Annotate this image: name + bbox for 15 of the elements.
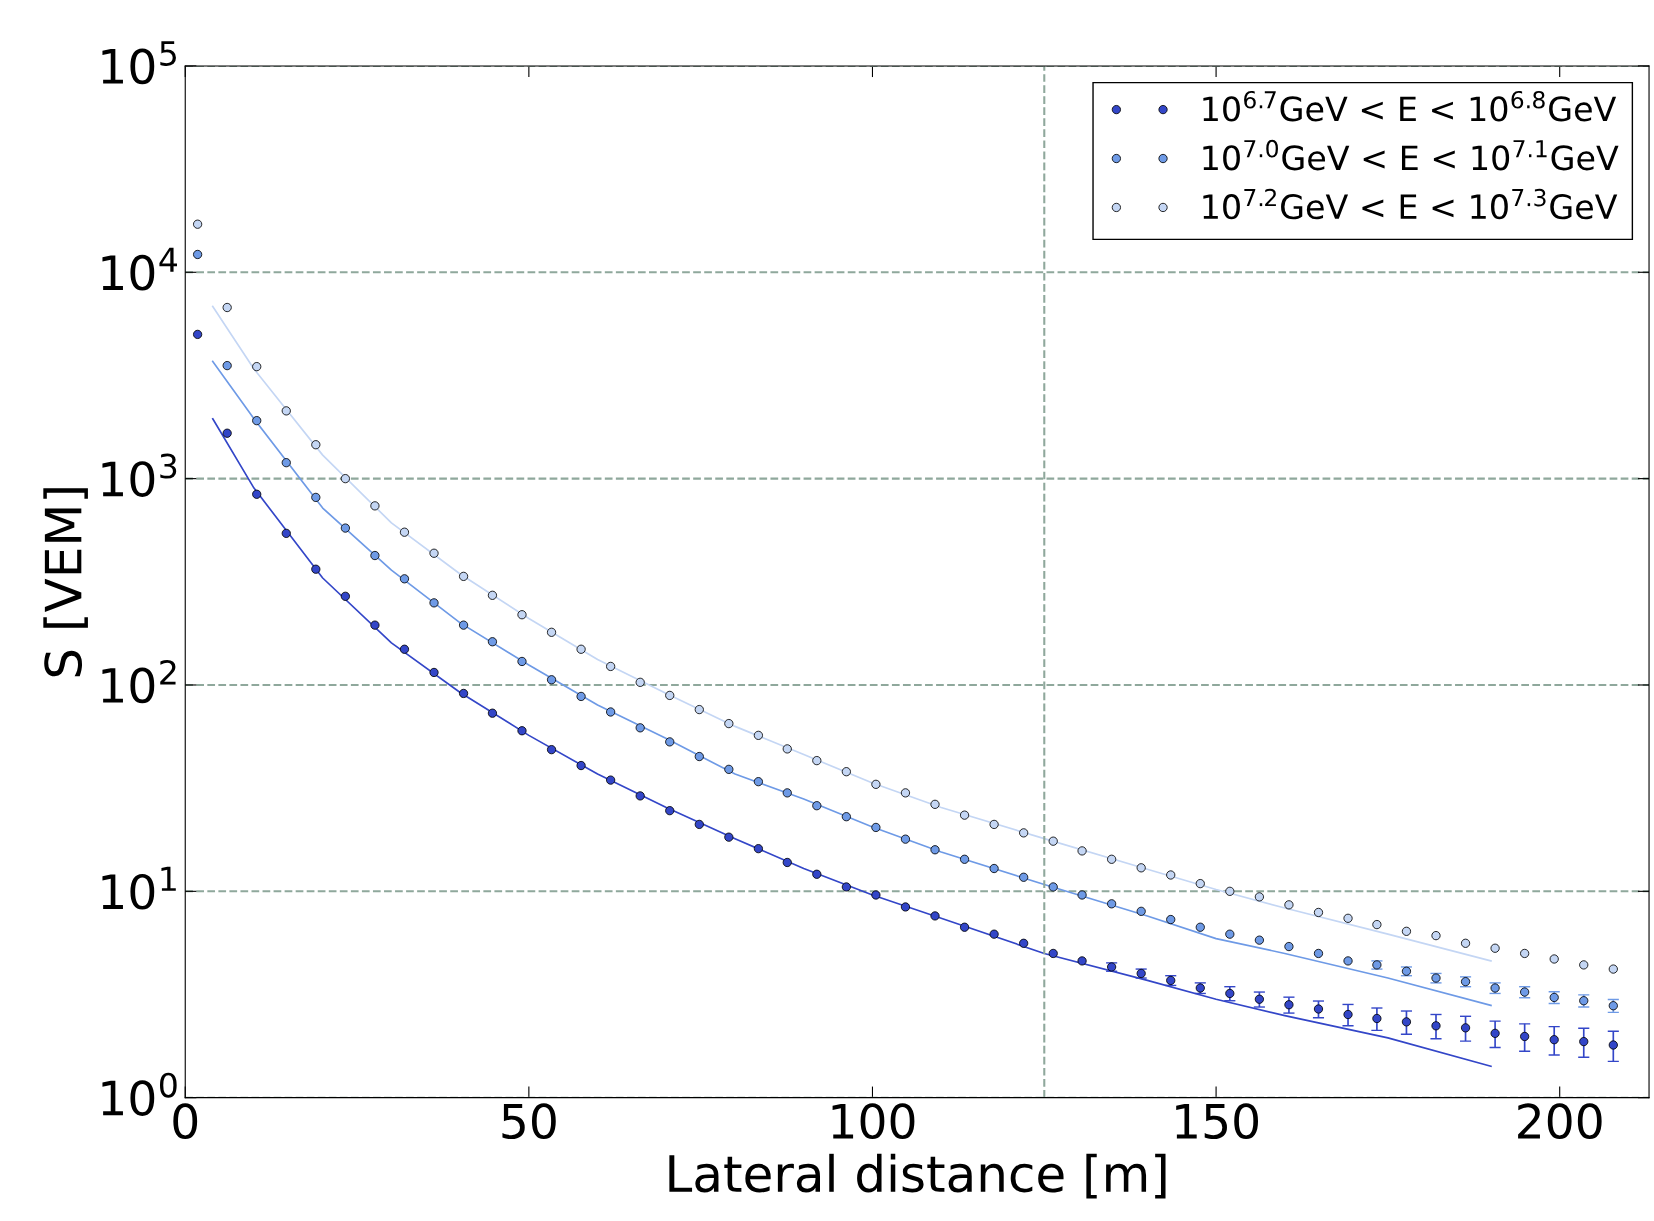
x-axis-title: Lateral distance [m] [669,1153,1166,1199]
y-axis-title: S [VEM] [43,488,88,677]
x-tick-label: 150 [1176,1103,1259,1140]
y-tick-label: 10$^{1}$ [102,866,176,910]
y-tick-label: 10$^{2}$ [102,659,176,704]
x-tick-label: 50 [502,1103,556,1140]
y-tick-label: 10$^{3}$ [102,453,177,497]
line-series [211,417,1492,1068]
legend-label: 10$^{6.7}$GeV < E < 10$^{6.8}$GeV [1203,90,1617,122]
x-tick-label: 100 [832,1103,915,1140]
legend-label: 10$^{7.0}$GeV < E < 10$^{7.1}$GeV [1203,139,1619,171]
y-tick-label: 10$^{4}$ [102,247,177,291]
y-tick-label: 10$^{5}$ [102,41,176,85]
x-tick-label: 200 [1518,1103,1602,1140]
legend-label: 10$^{7.2}$GeV < E < 10$^{7.3}$GeV [1203,188,1618,220]
